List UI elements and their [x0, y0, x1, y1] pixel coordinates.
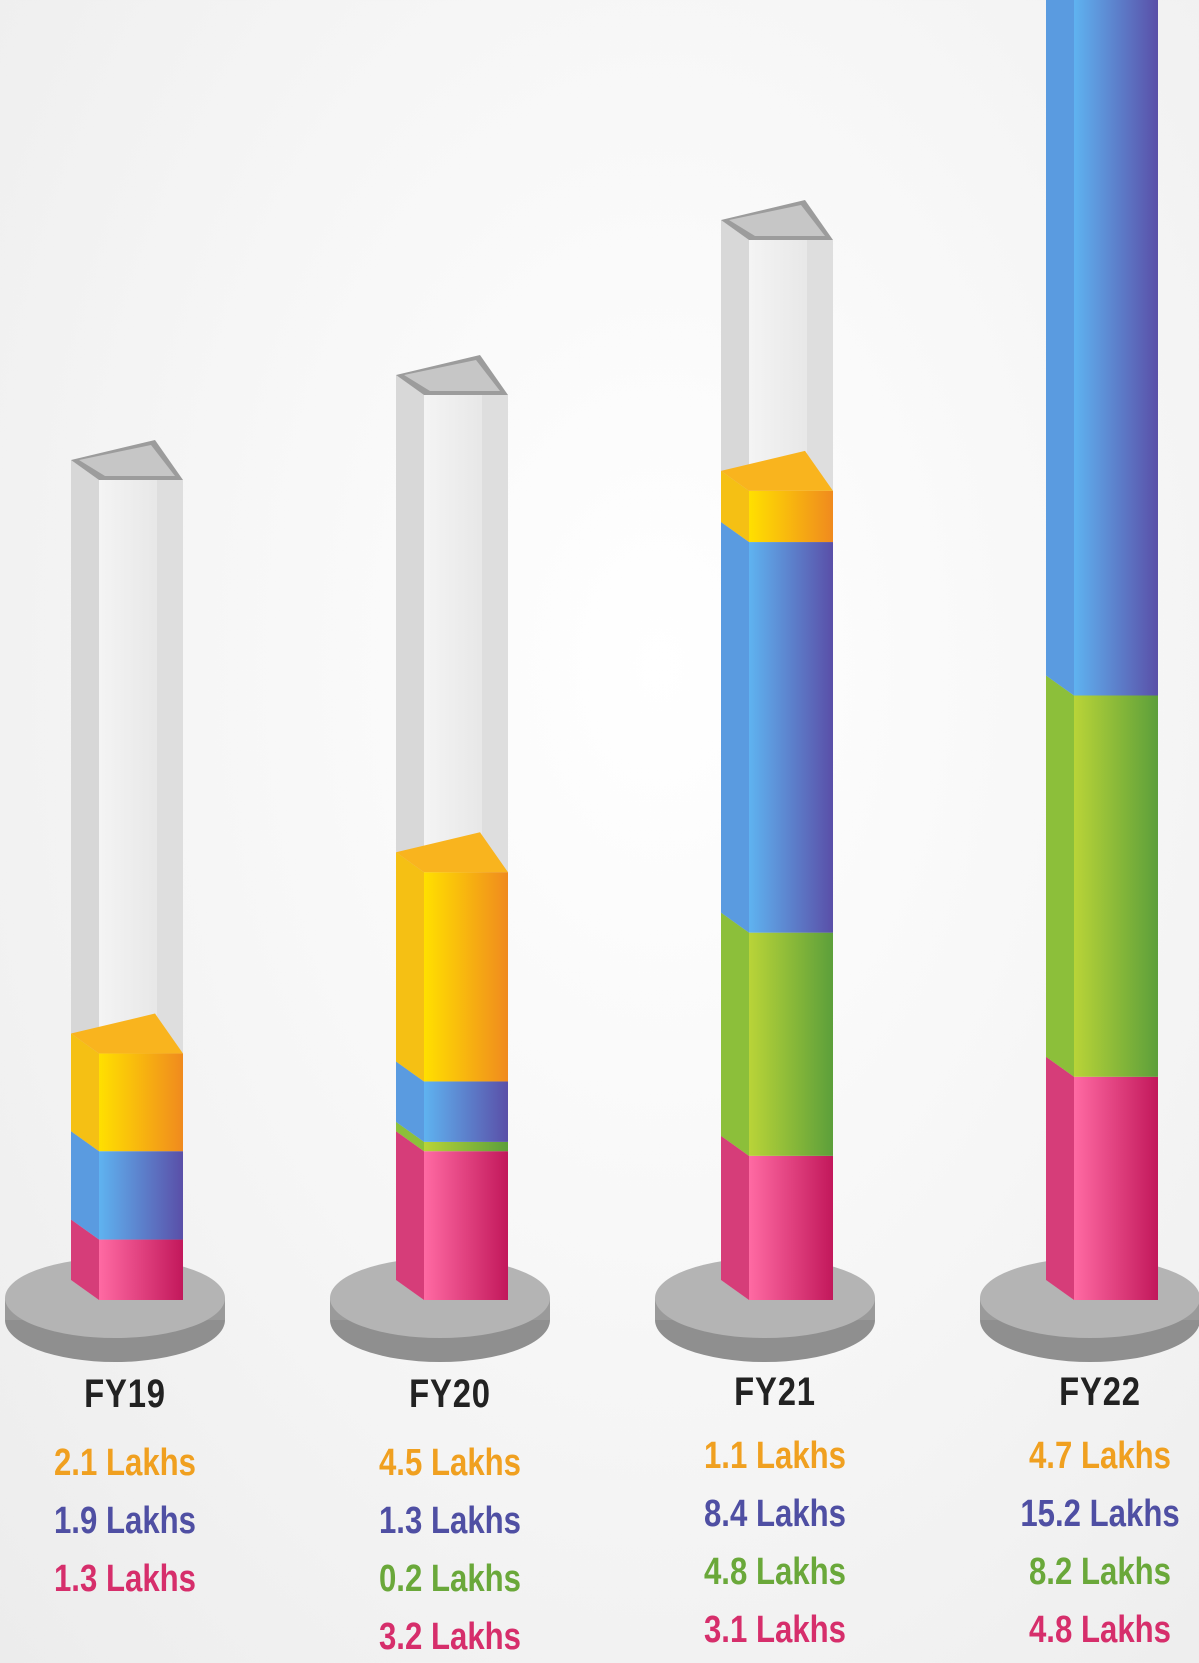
column-fy21 — [655, 200, 875, 1362]
segment-pink-fy22 — [1046, 1056, 1158, 1300]
segment-pink-fy21 — [721, 1135, 833, 1300]
segment-yellow-fy20 — [396, 852, 508, 1082]
segment-pink-fy19 — [71, 1219, 183, 1300]
value-label: 4.8 Lakhs — [1028, 1609, 1172, 1651]
segment-yellow-fy19 — [71, 1033, 183, 1152]
segment-green-fy20 — [396, 1121, 508, 1152]
value-label: 1.3 Lakhs — [378, 1500, 522, 1542]
value-label: 8.2 Lakhs — [1028, 1551, 1172, 1593]
value-label: 3.2 Lakhs — [378, 1616, 522, 1658]
value-label: 8.4 Lakhs — [703, 1493, 847, 1535]
column-fy20 — [330, 355, 550, 1362]
value-label: 1.3 Lakhs — [53, 1558, 197, 1600]
category-label-fy20: FY20 — [409, 1372, 491, 1416]
stack-top-cap-fy19 — [71, 1013, 183, 1054]
segment-blue-fy20 — [396, 1061, 508, 1142]
category-label-fy22: FY22 — [1059, 1370, 1141, 1414]
value-label: 4.7 Lakhs — [1028, 1435, 1172, 1477]
segment-green-fy21 — [721, 912, 833, 1156]
column-fy19 — [5, 440, 225, 1362]
category-label-fy19: FY19 — [84, 1372, 166, 1416]
segment-blue-fy19 — [71, 1131, 183, 1240]
segment-yellow-fy21 — [721, 470, 833, 543]
segment-blue-fy22 — [1046, 0, 1158, 696]
value-label: 15.2 Lakhs — [1020, 1493, 1180, 1535]
segment-pink-fy20 — [396, 1131, 508, 1300]
category-label-fy21: FY21 — [734, 1370, 816, 1414]
segment-green-fy22 — [1046, 675, 1158, 1077]
stack-top-cap-fy21 — [721, 450, 833, 491]
value-label: 0.2 Lakhs — [378, 1558, 522, 1600]
value-label: 1.9 Lakhs — [53, 1500, 197, 1542]
column-fy22 — [980, 0, 1199, 1362]
value-label: 1.1 Lakhs — [703, 1435, 847, 1477]
value-label: 3.1 Lakhs — [703, 1609, 847, 1651]
value-label: 4.8 Lakhs — [703, 1551, 847, 1593]
segment-blue-fy21 — [721, 522, 833, 933]
value-label: 2.1 Lakhs — [53, 1442, 197, 1484]
value-label: 4.5 Lakhs — [378, 1442, 522, 1484]
stack-top-cap-fy20 — [396, 832, 508, 873]
